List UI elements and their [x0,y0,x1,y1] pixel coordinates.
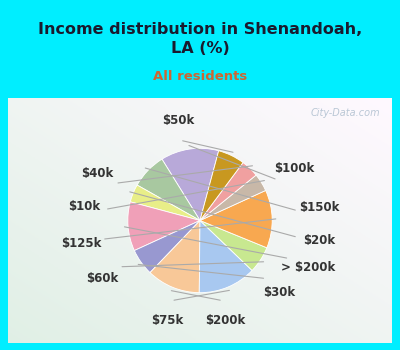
Wedge shape [162,148,219,220]
Text: $200k: $200k [205,314,245,327]
Text: $50k: $50k [162,114,194,127]
Text: $125k: $125k [61,237,101,250]
Wedge shape [200,220,267,271]
Text: City-Data.com: City-Data.com [311,108,380,118]
Text: $10k: $10k [68,199,100,212]
Text: All residents: All residents [153,70,247,83]
Text: $60k: $60k [86,272,119,285]
Text: $75k: $75k [151,314,184,327]
Wedge shape [199,220,252,293]
Text: $40k: $40k [81,167,114,180]
Text: > $200k: > $200k [281,261,336,274]
Text: $100k: $100k [274,162,314,175]
Text: $20k: $20k [303,234,335,247]
Text: Income distribution in Shenandoah,
LA (%): Income distribution in Shenandoah, LA (%… [38,22,362,56]
Wedge shape [128,202,200,251]
Wedge shape [200,162,256,220]
Wedge shape [130,185,200,220]
Text: $30k: $30k [263,286,296,299]
Wedge shape [137,159,200,220]
Text: $150k: $150k [299,201,339,214]
Wedge shape [200,175,266,220]
Wedge shape [134,220,200,273]
Wedge shape [200,151,243,220]
Wedge shape [200,190,272,248]
Wedge shape [150,220,200,293]
